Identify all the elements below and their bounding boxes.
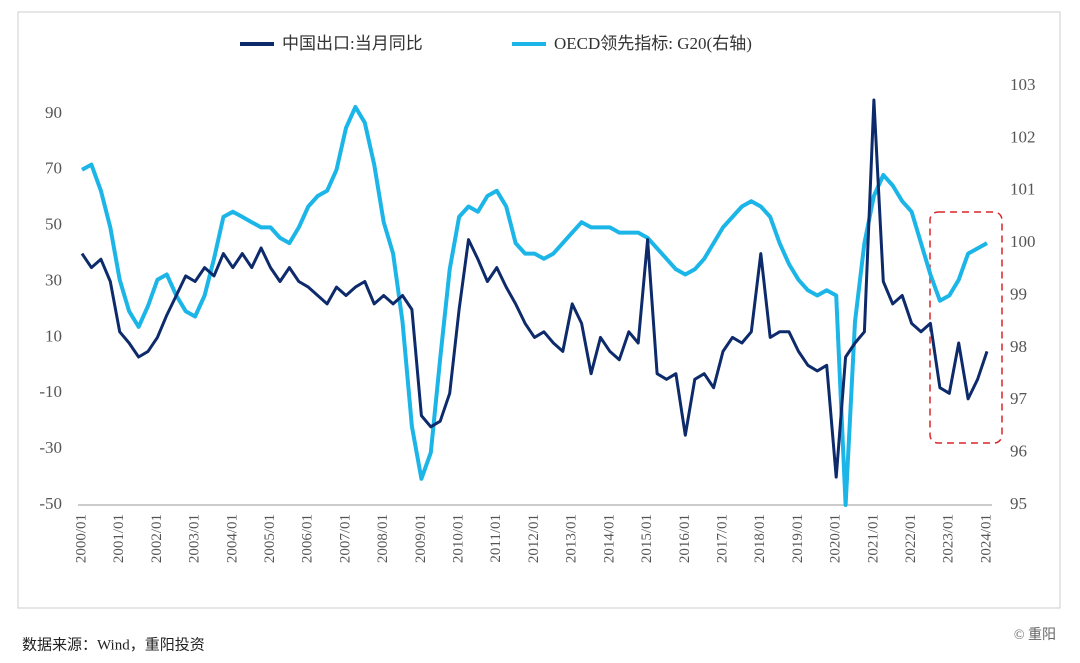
y-tick-label: 50: [45, 215, 62, 234]
x-tick-label: 2023/01: [941, 514, 957, 563]
x-tick-label: 2019/01: [790, 514, 806, 563]
y-tick-label: -10: [39, 382, 62, 401]
y2-tick-label: 101: [1010, 180, 1036, 199]
y-tick-label: 30: [45, 270, 62, 289]
x-tick-label: 2007/01: [337, 514, 353, 563]
series-line: [81, 105, 988, 507]
x-tick-label: 2018/01: [752, 514, 768, 563]
x-tick-label: 2012/01: [526, 514, 542, 563]
x-tick-label: 2020/01: [828, 514, 844, 563]
x-tick-label: 2001/01: [111, 514, 127, 563]
y2-tick-label: 102: [1010, 127, 1036, 146]
x-tick-label: 2011/01: [488, 514, 504, 563]
series-line: [80, 98, 989, 479]
x-tick-label: 2014/01: [601, 514, 617, 563]
y2-tick-label: 95: [1010, 494, 1027, 513]
y2-tick-label: 97: [1010, 389, 1028, 408]
x-tick-label: 2005/01: [262, 514, 278, 563]
highlight-box: [929, 211, 1003, 444]
y-tick-label: -50: [39, 494, 62, 513]
y2-tick-label: 100: [1010, 232, 1036, 251]
x-tick-label: 2003/01: [187, 514, 203, 563]
x-tick-label: 2009/01: [413, 514, 429, 563]
x-tick-label: 2016/01: [677, 514, 693, 563]
y2-tick-label: 98: [1010, 337, 1027, 356]
legend-label: OECD领先指标: G20(右轴): [554, 34, 752, 53]
x-tick-label: 2008/01: [375, 514, 391, 563]
y-tick-label: -30: [39, 438, 62, 457]
y2-tick-label: 103: [1010, 75, 1036, 94]
legend-label: 中国出口:当月同比: [282, 34, 423, 53]
x-tick-label: 2017/01: [714, 514, 730, 563]
watermark: © 重阳: [1014, 627, 1056, 643]
y2-tick-label: 96: [1010, 442, 1027, 461]
y2-tick-label: 99: [1010, 284, 1027, 303]
x-tick-label: 2000/01: [73, 514, 89, 563]
x-tick-label: 2006/01: [300, 514, 316, 563]
y-tick-label: 10: [45, 326, 62, 345]
x-tick-label: 2021/01: [865, 514, 881, 563]
source-note: 数据来源：Wind，重阳投资: [22, 636, 205, 653]
frame: [17, 11, 1061, 609]
x-tick-label: 2004/01: [224, 514, 240, 563]
x-tick-label: 2024/01: [978, 514, 994, 563]
x-tick-label: 2010/01: [451, 514, 467, 563]
x-tick-label: 2013/01: [564, 514, 580, 563]
y-tick-label: 90: [45, 103, 62, 122]
y-tick-label: 70: [45, 159, 62, 178]
x-tick-label: 2015/01: [639, 514, 655, 563]
x-tick-label: 2022/01: [903, 514, 919, 563]
x-tick-label: 2002/01: [149, 514, 165, 563]
